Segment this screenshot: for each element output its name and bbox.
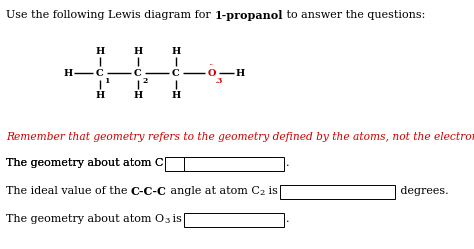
- Text: 2: 2: [260, 189, 265, 197]
- FancyBboxPatch shape: [165, 157, 271, 171]
- Text: H: H: [133, 47, 143, 56]
- Text: C: C: [172, 68, 180, 77]
- Text: H: H: [236, 68, 245, 77]
- Text: is: is: [265, 186, 278, 196]
- Text: Use the following Lewis diagram for: Use the following Lewis diagram for: [6, 10, 214, 20]
- Text: C: C: [96, 68, 104, 77]
- Text: The geometry about atom O: The geometry about atom O: [6, 214, 164, 224]
- Text: Remember that geometry refers to the geometry defined by the atoms, not the elec: Remember that geometry refers to the geo…: [6, 132, 474, 142]
- Text: 1: 1: [104, 77, 110, 85]
- Text: The geometry about atom C: The geometry about atom C: [6, 158, 164, 168]
- Text: .: .: [286, 214, 290, 224]
- Text: H: H: [95, 47, 105, 56]
- FancyBboxPatch shape: [280, 185, 395, 199]
- Text: H: H: [133, 90, 143, 100]
- Text: degrees.: degrees.: [397, 186, 448, 196]
- Text: ··: ··: [214, 79, 219, 87]
- Text: is: is: [169, 158, 182, 168]
- Text: C-C-C: C-C-C: [131, 186, 167, 197]
- Text: H: H: [172, 47, 181, 56]
- Text: angle at atom C: angle at atom C: [167, 186, 260, 196]
- Text: The ideal value of the: The ideal value of the: [6, 186, 131, 196]
- Text: 1-propanol: 1-propanol: [214, 10, 283, 21]
- Text: H: H: [95, 90, 105, 100]
- FancyBboxPatch shape: [184, 213, 284, 227]
- Text: O: O: [208, 68, 216, 77]
- Text: H: H: [64, 68, 73, 77]
- Text: C: C: [134, 68, 142, 77]
- Text: 2: 2: [143, 77, 148, 85]
- Text: The geometry about atom C: The geometry about atom C: [6, 158, 164, 168]
- Text: 3: 3: [217, 77, 222, 85]
- Text: 3: 3: [164, 217, 170, 225]
- Text: ··: ··: [209, 61, 214, 69]
- FancyBboxPatch shape: [184, 157, 284, 171]
- Text: is: is: [170, 214, 182, 224]
- Text: .: .: [286, 158, 289, 168]
- Text: to answer the questions:: to answer the questions:: [283, 10, 425, 20]
- Text: 1: 1: [164, 161, 169, 169]
- Text: H: H: [172, 90, 181, 100]
